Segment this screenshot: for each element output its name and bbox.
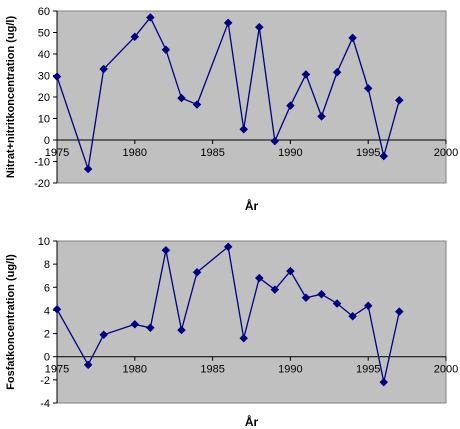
x-tick-label: 2000 [434,147,458,159]
data-point [83,360,93,370]
data-point [363,301,373,311]
data-point [348,33,357,43]
data-point [286,266,295,276]
data-point [130,319,140,329]
data-point [146,323,155,333]
x-tick-label: 1980 [123,147,147,159]
data-point [317,111,326,121]
data-point [254,22,264,32]
data-point [301,293,311,303]
x-tick-label: 1980 [123,364,147,376]
data-point [192,100,202,109]
x-tick-label: 1985 [200,364,224,376]
data-point [99,64,109,74]
data-point [52,72,62,81]
data-point [394,95,404,105]
series-line [56,16,400,170]
x-tick-label: 2000 [434,364,458,376]
data-point [332,299,342,308]
data-point [348,311,357,321]
data-point [177,325,186,335]
data-point [239,124,249,134]
y-tick-label: 2 [44,329,50,341]
y-tick-label: 8 [44,259,50,271]
data-point [332,67,342,77]
y-tick-label: 20 [38,92,50,104]
x-tick-label: 1975 [45,147,69,159]
y-tick-label: 30 [38,71,50,83]
x-tick-label: 1995 [356,364,380,376]
data-point [192,267,202,277]
data-point [83,164,93,174]
data-point [99,330,109,340]
data-point [394,307,404,316]
y-axis-title: Fosfatkoncentration (ug/l) [5,254,17,390]
data-point [379,151,389,161]
plot-area [56,10,447,184]
data-point [223,18,233,28]
data-point [146,13,155,22]
y-tick-label: 50 [38,28,50,40]
data-point [286,101,295,110]
data-point [301,70,311,79]
y-axis-title: Nitrat+nitritkoncentration (ug/l) [5,16,17,179]
y-tick-label: 40 [38,49,50,61]
y-tick-label: 60 [38,6,50,18]
y-tick-label: 6 [44,282,50,294]
y-tick-label: -4 [40,398,50,410]
data-point [379,377,389,387]
data-point [161,45,171,55]
y-tick-label: 0 [44,352,50,364]
data-point [254,273,264,283]
data-point [52,304,62,314]
x-axis-title: År [245,198,259,213]
x-tick-label: 1990 [278,364,302,376]
chart-1: -20 -10 0 10 20 30 40 50 60 1975 1980 1985 1990 1995 2… [5,6,458,213]
data-point [270,136,280,146]
y-tick-label: 4 [44,305,50,317]
plot-area [56,240,447,404]
x-tick-label: 1985 [200,147,224,159]
data-point [223,242,233,252]
data-point [130,32,140,42]
data-point [270,285,280,294]
x-tick-label: 1975 [45,364,69,376]
y-tick-label: 0 [44,135,50,147]
chart-2: -4 -2 0 2 4 6 8 10 1975 1980 1985 1990 1995 2000 År Fos… [5,236,458,429]
y-tick-label: -2 [40,375,50,387]
y-tick-label: 10 [38,236,50,248]
x-axis-title: År [245,414,259,429]
y-tick-label: 10 [38,114,50,126]
y-tick-label: -20 [34,178,50,190]
x-tick-label: 1995 [356,147,380,159]
data-point [239,333,249,343]
data-point [177,93,186,103]
data-point [161,245,171,255]
y-tick-label: -10 [34,157,50,169]
data-point [317,289,326,299]
x-tick-label: 1990 [278,147,302,159]
data-point [363,84,373,93]
